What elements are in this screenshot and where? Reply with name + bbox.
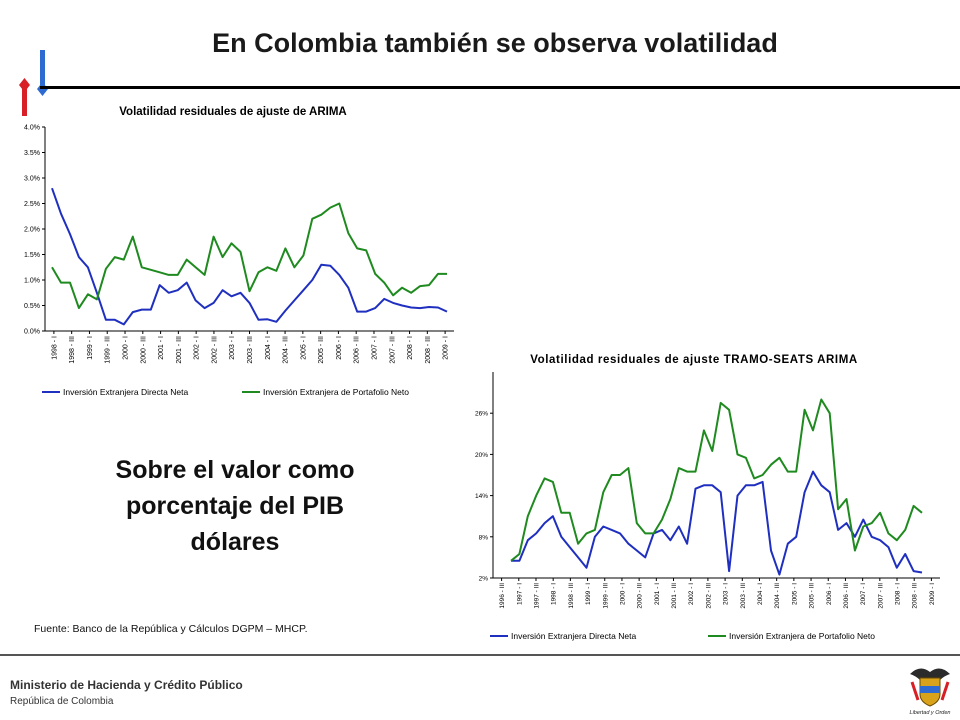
y-tick-label: 14% (475, 493, 488, 500)
x-tick-label: 2003 - III (247, 336, 254, 364)
x-tick-label: 1998 - I (551, 583, 558, 605)
title-underline (40, 86, 960, 89)
x-tick-label: 2002 - I (688, 583, 695, 605)
y-tick-label: 2.0% (24, 227, 40, 234)
x-tick-label: 2003 - III (740, 583, 747, 609)
x-tick-label: 1999 - III (105, 336, 112, 364)
x-tick-label: 2007 - III (389, 336, 396, 364)
x-tick-label: 2007 - I (860, 583, 867, 605)
legend-label: Inversión Extranjera de Portafolio Neto (729, 631, 875, 641)
x-tick-label: 1997 - III (533, 583, 540, 609)
footer-divider (0, 654, 960, 656)
x-tick-label: 1999 - III (602, 583, 609, 609)
logo-blue-diamond (37, 82, 48, 96)
x-tick-label: 2004 - III (774, 583, 781, 609)
x-tick-label: 1998 - I (51, 336, 58, 360)
x-tick-label: 2001 - III (176, 336, 183, 364)
x-tick-label: 2008 - III (425, 336, 432, 364)
y-tick-label: 4.0% (24, 125, 40, 132)
y-tick-label: 1.0% (24, 278, 40, 285)
x-tick-label: 2004 - I (265, 336, 272, 360)
x-tick-label: 1999 - I (87, 336, 94, 360)
y-tick-label: 2% (479, 576, 489, 583)
coat-motto: Libertad y Orden (910, 710, 951, 716)
shield-band (920, 686, 940, 693)
y-tick-label: 3.0% (24, 176, 40, 183)
callout-line-1: Sobre el valor como (115, 456, 355, 484)
x-tick-label: 2008 - I (407, 336, 414, 360)
x-tick-label: 2004 - I (757, 583, 764, 605)
x-tick-label: 2002 - III (705, 583, 712, 609)
coat-of-arms-icon: Libertad y Orden (910, 668, 951, 716)
x-tick-label: 2000 - I (619, 583, 626, 605)
x-tick-label: 2007 - I (371, 336, 378, 360)
x-tick-label: 2000 - III (637, 583, 644, 609)
footer-ministry: Ministerio de Hacienda y Crédito Público (10, 678, 243, 692)
x-tick-label: 2009 - I (443, 336, 450, 360)
series-line-1 (51, 202, 447, 310)
legend-label: Inversión Extranjera Directa Neta (511, 631, 636, 641)
y-tick-label: 20% (475, 452, 488, 459)
x-tick-label: 1999 - I (585, 583, 592, 605)
x-tick-label: 2005 - I (300, 336, 307, 360)
logo-red-diamond (19, 78, 30, 92)
x-tick-label: 2001 - I (158, 336, 165, 360)
slide-title: En Colombia también se observa volatilid… (212, 28, 778, 58)
y-tick-label: 3.5% (24, 150, 40, 157)
chart-arima-volatility: Volatilidad residuales de ajuste de ARIM… (24, 106, 454, 397)
x-tick-label: 1998 - III (69, 336, 76, 364)
chart-title: Volatilidad residuales de ajuste de ARIM… (119, 106, 347, 118)
x-tick-label: 2005 - III (809, 583, 816, 609)
series-line-0 (511, 470, 923, 576)
ministry-logo-mark-icon (19, 50, 48, 116)
x-tick-label: 2004 - III (283, 336, 290, 364)
x-tick-label: 2008 - III (912, 583, 919, 609)
callout-line-3: dólares (190, 528, 280, 556)
y-tick-label: 0.5% (24, 303, 40, 310)
callout-line-2: porcentaje del PIB (125, 492, 345, 520)
x-tick-label: 2009 - I (929, 583, 936, 605)
x-tick-label: 2002 - III (211, 336, 218, 364)
x-tick-label: 2000 - III (140, 336, 147, 364)
x-tick-label: 2006 - III (843, 583, 850, 609)
x-tick-label: 1997 - I (516, 583, 523, 605)
x-tick-label: 2003 - I (229, 336, 236, 360)
x-tick-label: 2006 - III (354, 336, 361, 364)
x-tick-label: 2006 - I (336, 336, 343, 360)
x-tick-label: 1998 - III (568, 583, 575, 609)
y-tick-label: 0.0% (24, 329, 40, 336)
y-tick-label: 2.5% (24, 201, 40, 208)
chart-title: Volatilidad residuales de ajuste TRAMO-S… (530, 354, 858, 366)
legend-label: Inversión Extranjera Directa Neta (63, 387, 188, 397)
x-tick-label: 2002 - I (194, 336, 201, 360)
x-tick-label: 2006 - I (826, 583, 833, 605)
x-tick-label: 2000 - I (123, 336, 130, 360)
source-note: Fuente: Banco de la República y Cálculos… (34, 623, 308, 635)
y-tick-label: 8% (479, 534, 489, 541)
logo-red-bar (22, 86, 27, 116)
series-line-1 (510, 398, 923, 562)
x-tick-label: 2005 - I (791, 583, 798, 605)
flags (910, 681, 950, 701)
x-tick-label: 2007 - III (877, 583, 884, 609)
callout-text: Sobre el valor como porcentaje del PIB d… (60, 452, 410, 560)
logo-blue-bar (40, 50, 45, 92)
y-tick-label: 26% (475, 411, 488, 418)
y-tick-label: 1.5% (24, 252, 40, 259)
series-line-0 (51, 187, 448, 326)
footer-republic: República de Colombia (10, 696, 114, 707)
x-tick-label: 2003 - I (723, 583, 730, 605)
x-tick-label: 2005 - III (318, 336, 325, 364)
x-tick-label: 2001 - III (671, 583, 678, 609)
condor-wings (910, 668, 950, 680)
legend-label: Inversión Extranjera de Portafolio Neto (263, 387, 409, 397)
x-tick-label: 2001 - I (654, 583, 661, 605)
chart-tramo-seats-volatility: Volatilidad residuales de ajuste TRAMO-S… (475, 354, 940, 641)
x-tick-label: 2008 - I (895, 583, 902, 605)
x-tick-label: 1996 - III (499, 583, 506, 609)
